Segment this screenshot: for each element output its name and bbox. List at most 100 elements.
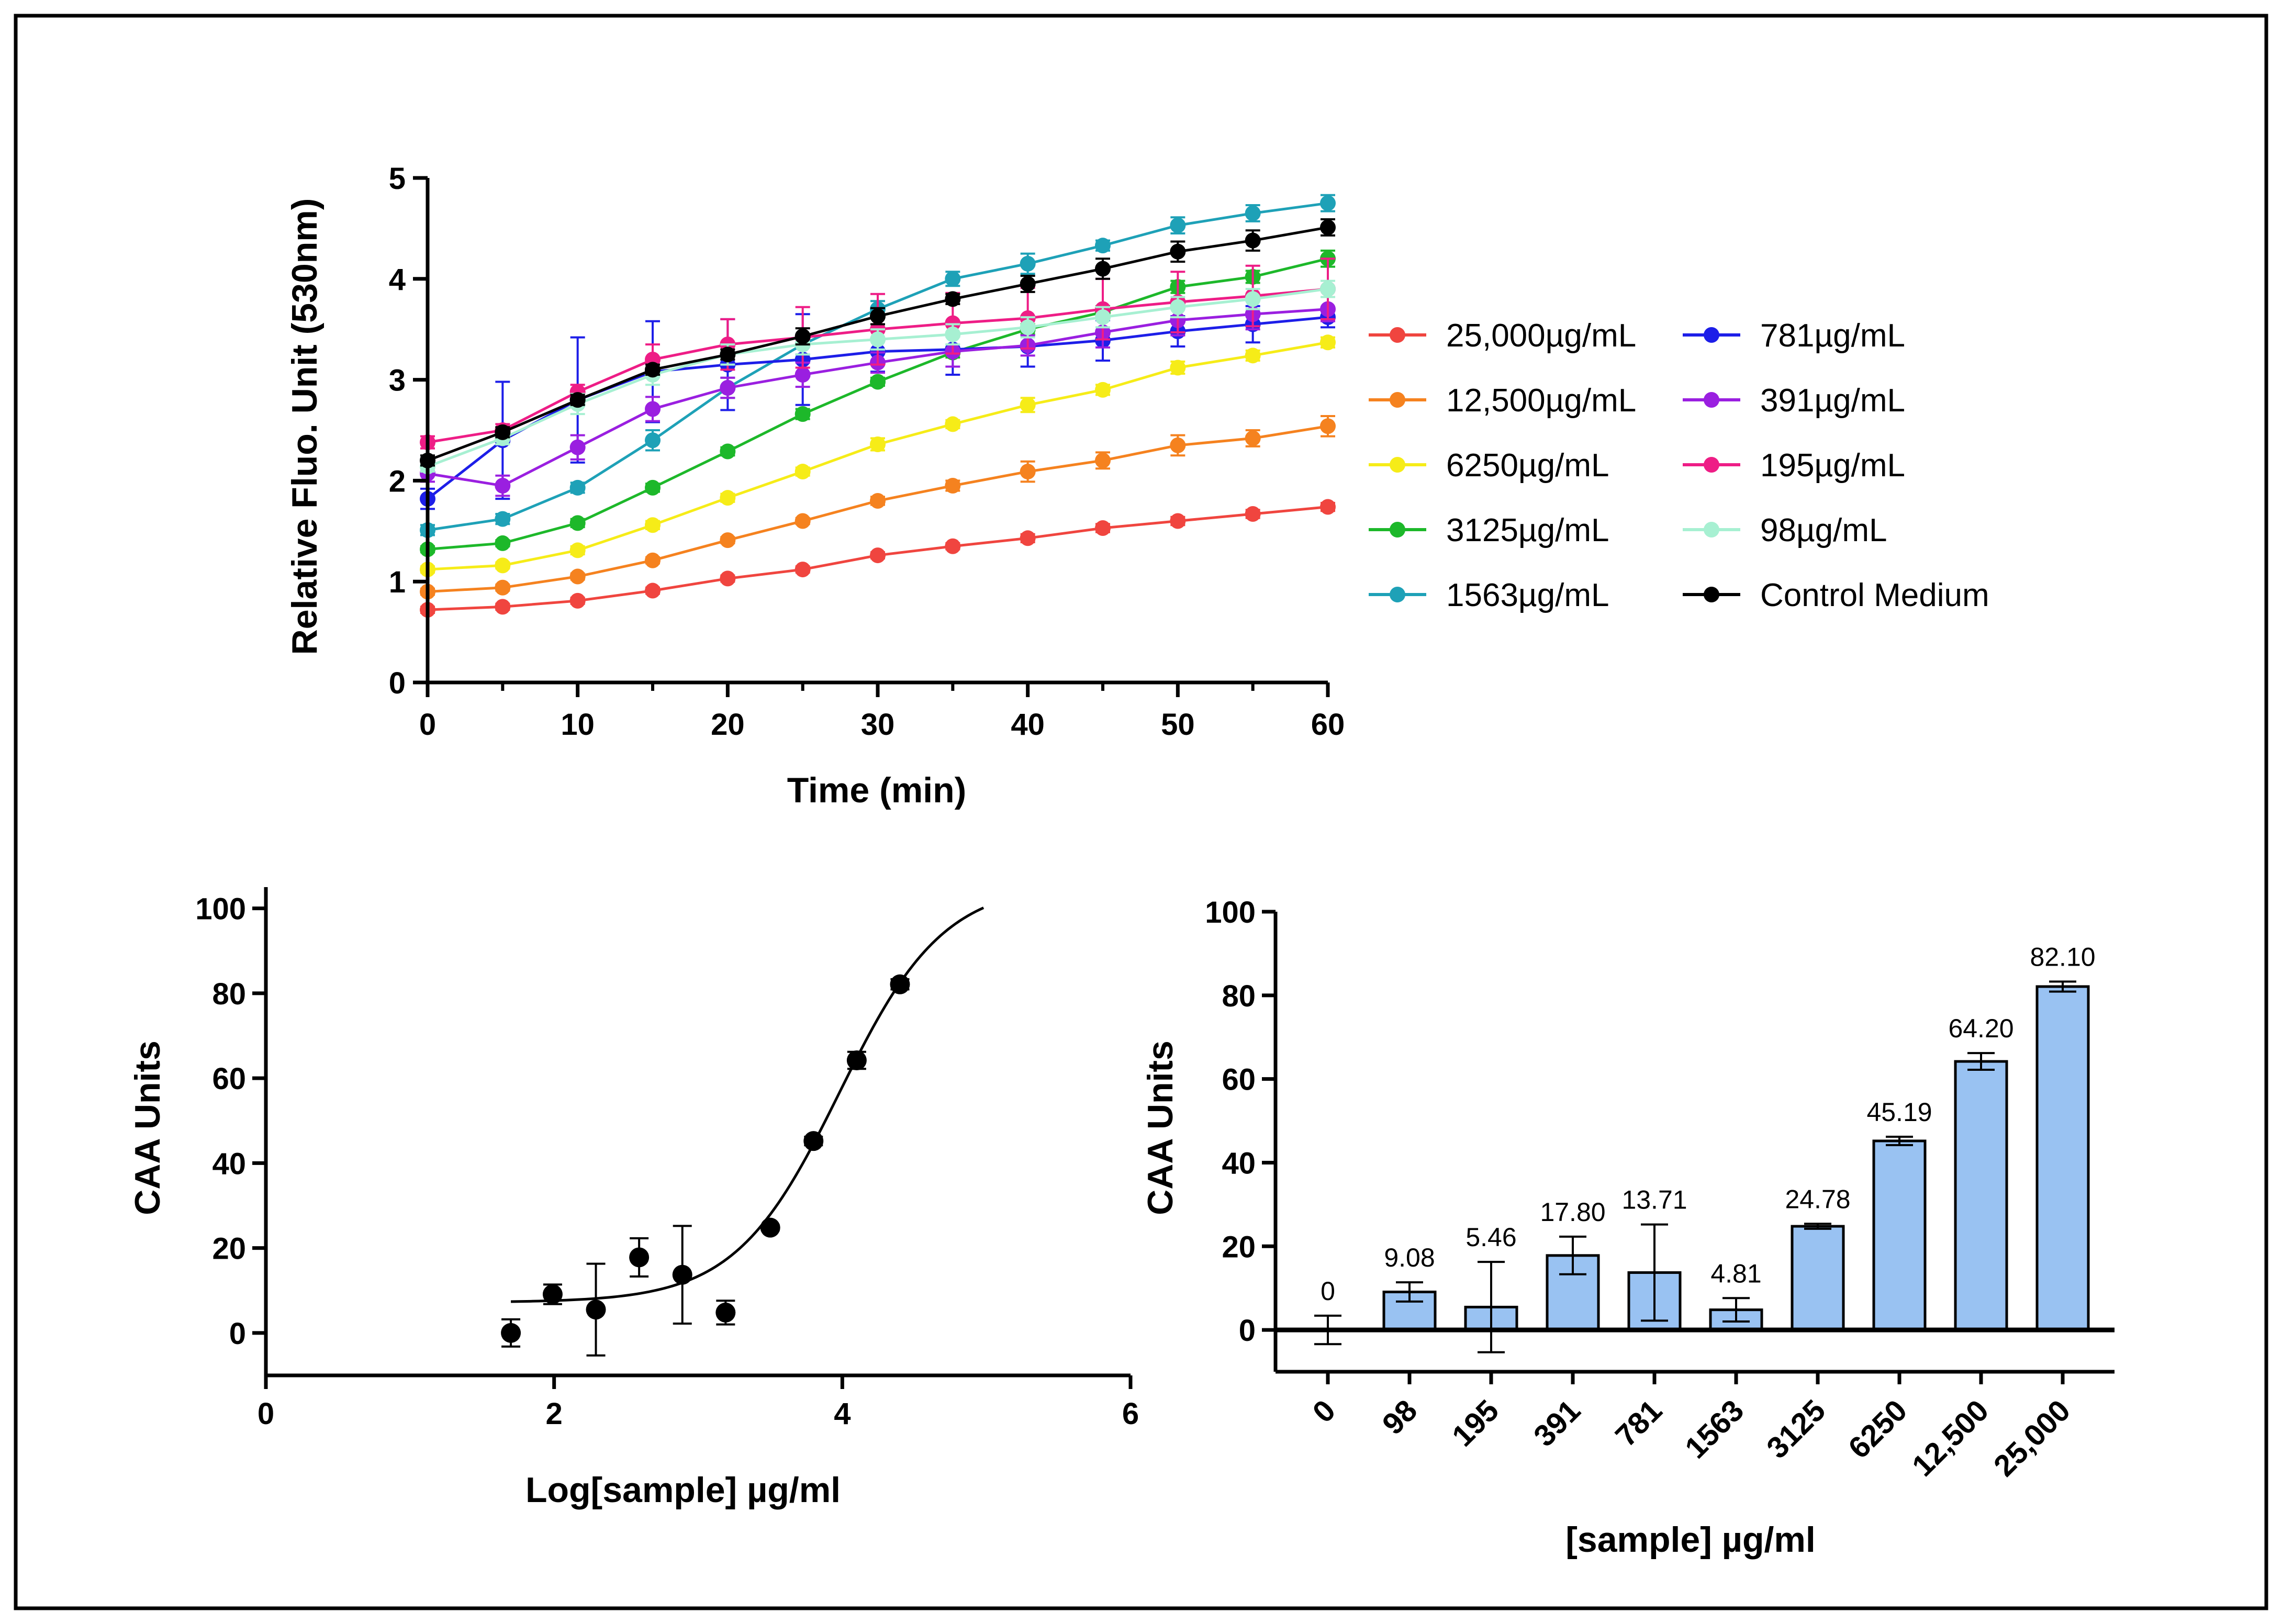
data-point: [846, 1050, 867, 1071]
y-tick-label: 20: [1222, 1230, 1256, 1264]
data-point: [945, 291, 961, 307]
y-tick-label: 80: [212, 977, 246, 1011]
series-9: [420, 218, 1336, 468]
legend-label: 6250µg/mL: [1446, 447, 1609, 484]
bar-value-label: 64.20: [1948, 1014, 2013, 1043]
data-point: [720, 346, 736, 363]
data-point: [645, 362, 661, 378]
data-point: [569, 568, 586, 585]
data-point: [870, 374, 886, 390]
scatter-point-group: [803, 1131, 824, 1151]
bar-value-label: 0: [1321, 1276, 1335, 1306]
data-point: [1020, 276, 1036, 292]
bar-group: 64.20: [1948, 1014, 2014, 1331]
time-course-chart: Relative Fluo. Unit (530nm) Time (min) 0…: [285, 162, 1989, 810]
x-tick-label: 4: [834, 1397, 851, 1431]
data-point: [1095, 238, 1111, 254]
data-point: [1170, 513, 1186, 529]
data-point: [1170, 437, 1186, 453]
dose-response-chart: CAA Units Log[sample] µg/ml 020406080100…: [128, 887, 1139, 1510]
data-point: [1170, 217, 1186, 233]
legend-label: 781µg/mL: [1760, 318, 1905, 354]
legend-label: 98µg/mL: [1760, 512, 1887, 548]
dose-response-y-axis-label: CAA Units: [128, 1040, 167, 1215]
y-tick-label: 60: [212, 1062, 246, 1096]
figure-border: [14, 14, 2268, 1610]
legend-label: 25,000µg/mL: [1446, 318, 1636, 354]
y-tick-label: 1: [389, 565, 406, 599]
bar-value-label: 13.71: [1621, 1185, 1687, 1215]
data-point: [1320, 219, 1336, 236]
legend-label: 3125µg/mL: [1446, 512, 1609, 548]
legend-marker: [1704, 392, 1719, 408]
y-tick-label: 100: [1205, 895, 1256, 929]
data-point: [1245, 348, 1261, 364]
legend-item: 1563µg/mL: [1369, 577, 1609, 613]
y-tick-label: 3: [389, 364, 406, 398]
data-point: [945, 538, 961, 554]
legend-marker: [1390, 587, 1405, 602]
legend-marker: [1704, 327, 1719, 343]
legend-item: 391µg/mL: [1683, 383, 1905, 419]
y-tick-label: 0: [389, 666, 406, 700]
series-2: [420, 334, 1336, 578]
data-point: [1245, 291, 1261, 307]
bar-chart-y-axis-label: CAA Units: [1140, 1040, 1180, 1215]
y-tick-label: 5: [389, 162, 406, 196]
bar: [1791, 1225, 1845, 1331]
data-point: [945, 271, 961, 287]
bar: [2035, 985, 2090, 1331]
data-point: [720, 570, 736, 587]
x-tick-label: 30: [861, 708, 895, 742]
data-point: [645, 517, 661, 533]
x-tick-label: 6: [1122, 1397, 1139, 1431]
data-point: [645, 401, 661, 417]
data-point: [495, 478, 511, 494]
bar-value-label: 9.08: [1384, 1243, 1435, 1272]
bar-value-label: 45.19: [1866, 1097, 1932, 1127]
data-point: [542, 1284, 563, 1305]
data-point: [1245, 506, 1261, 522]
data-point: [1020, 530, 1036, 546]
bar-group: 13.71: [1621, 1185, 1687, 1331]
data-point: [760, 1217, 780, 1238]
data-point: [795, 366, 811, 383]
dose-response-x-axis-label: Log[sample] µg/ml: [525, 1470, 841, 1510]
scatter-point-group: [760, 1217, 780, 1238]
data-point: [1020, 319, 1036, 335]
data-point: [495, 557, 511, 574]
legend-label: 12,500µg/mL: [1446, 383, 1636, 419]
bar: [1954, 1060, 2008, 1331]
data-point: [629, 1247, 650, 1268]
data-point: [645, 552, 661, 568]
x-tick-label: 40: [1011, 708, 1045, 742]
data-point: [645, 583, 661, 599]
legend-item: Control Medium: [1683, 577, 1989, 613]
legend-marker: [1704, 522, 1719, 537]
y-tick-label: 0: [1239, 1314, 1256, 1348]
x-tick-label: 20: [711, 708, 745, 742]
data-point: [1320, 195, 1336, 211]
time-course-x-axis-label: Time (min): [787, 770, 967, 810]
data-point: [803, 1131, 824, 1151]
y-tick-label: 40: [1222, 1146, 1256, 1180]
data-point: [645, 432, 661, 449]
data-point: [1320, 334, 1336, 351]
data-point: [1170, 243, 1186, 260]
legend-label: 195µg/mL: [1760, 447, 1905, 484]
legend-label: Control Medium: [1760, 577, 1989, 613]
bar-value-label: 4.81: [1710, 1259, 1761, 1288]
legend-item: 781µg/mL: [1683, 318, 1905, 354]
y-tick-label: 80: [1222, 979, 1256, 1013]
bar-group: 0: [1314, 1276, 1341, 1346]
bar: [1872, 1139, 1927, 1331]
series-0: [420, 499, 1336, 618]
bar-value-label: 24.78: [1785, 1184, 1850, 1214]
legend-marker: [1390, 392, 1405, 408]
bar-group: 17.80: [1540, 1197, 1606, 1331]
data-point: [945, 478, 961, 494]
legend-marker: [1704, 457, 1719, 473]
data-point: [1320, 418, 1336, 434]
data-point: [495, 511, 511, 527]
bar-group: 24.78: [1785, 1184, 1851, 1331]
